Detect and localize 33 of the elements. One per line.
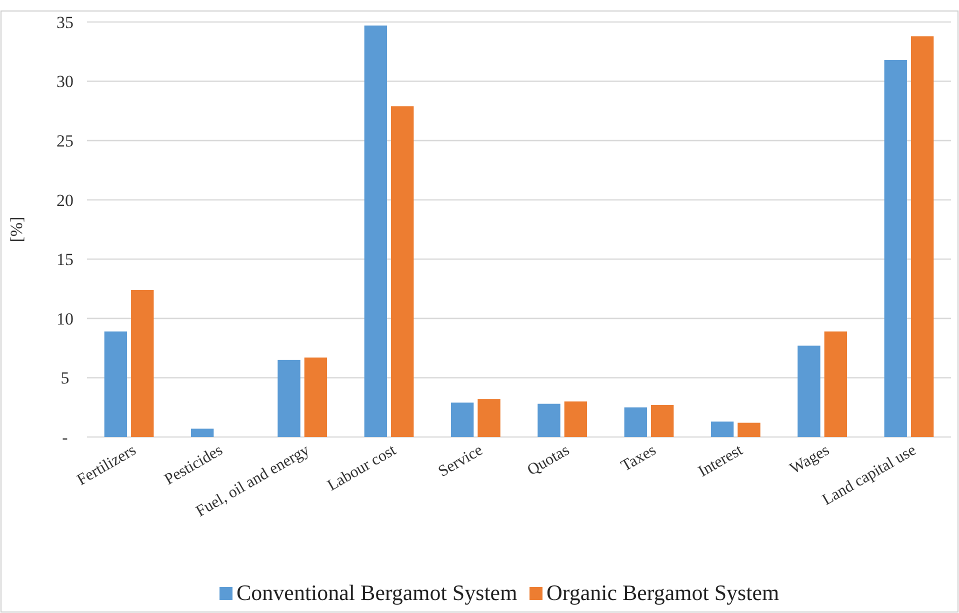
bar <box>364 26 388 437</box>
bar <box>910 36 934 437</box>
bar <box>538 404 560 437</box>
bar <box>278 360 300 437</box>
bar <box>738 422 760 437</box>
y-tick-label: 15 <box>56 250 74 270</box>
y-tick-label: 25 <box>56 132 74 151</box>
x-tick-label: Quotas <box>524 442 572 480</box>
y-tick-label: 30 <box>56 72 74 92</box>
bar <box>450 402 474 437</box>
y-tick-label: 5 <box>60 368 70 388</box>
bar <box>304 358 328 437</box>
y-tick-label: 20 <box>56 190 74 210</box>
x-tick-label: Taxes <box>618 442 659 476</box>
bar <box>190 428 214 437</box>
y-tick-label: - <box>62 428 68 447</box>
bar <box>478 399 500 437</box>
legend-label: Organic Bergamot System <box>546 580 780 605</box>
x-tick-label: Wages <box>787 442 832 478</box>
y-axis-title: [%] <box>7 216 26 242</box>
bar <box>391 106 414 437</box>
y-tick-label: 35 <box>56 12 74 32</box>
bar <box>131 290 154 437</box>
bar <box>564 401 588 437</box>
bar <box>650 404 674 437</box>
bar <box>710 422 734 437</box>
bar <box>824 331 848 437</box>
y-tick-label: 10 <box>56 309 74 328</box>
bar <box>798 346 820 437</box>
bar <box>104 331 128 437</box>
bar <box>884 60 907 437</box>
legend-label: Conventional Bergamot System <box>236 580 518 605</box>
bar <box>624 407 647 437</box>
